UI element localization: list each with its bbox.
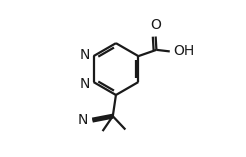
Text: N: N [79,48,90,62]
Text: N: N [78,113,89,127]
Text: N: N [79,77,90,91]
Text: OH: OH [173,44,194,58]
Text: O: O [150,18,161,32]
